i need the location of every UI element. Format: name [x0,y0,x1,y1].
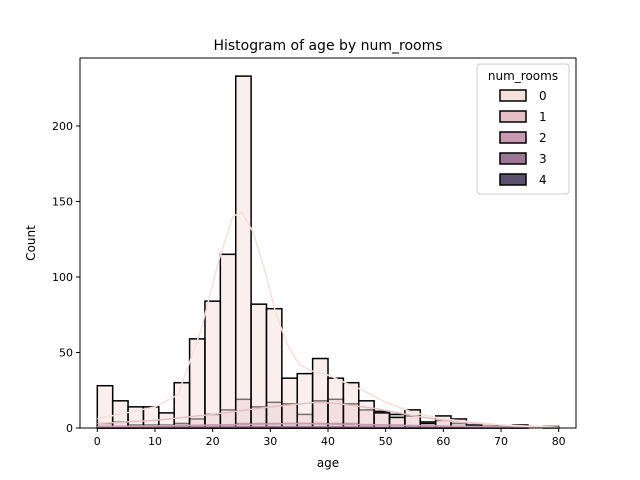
legend-swatch-1 [499,110,527,123]
bar [188,338,206,429]
kde-curve-0 [97,211,559,428]
legend-label-3: 3 [539,152,547,166]
x-tick-label: 0 [94,435,101,448]
legend-swatch-2 [499,131,527,144]
legend-swatch-4 [499,173,527,186]
x-tick-label: 70 [494,435,508,448]
bar [234,75,252,429]
series-0-bars [96,75,560,429]
bar [219,253,237,429]
x-tick-label: 10 [148,435,162,448]
bar [388,416,406,429]
y-axis-label: Count [24,225,38,261]
legend-swatch-0 [499,89,527,102]
legend-swatch-3 [499,152,527,165]
bar [311,357,329,429]
legend: num_rooms 0 1 2 3 4 [476,63,570,195]
kde-curve-2 [97,422,559,429]
legend-title: num_rooms [488,69,558,83]
x-tick-label: 20 [206,435,220,448]
x-tick-label: 60 [436,435,450,448]
legend-label-1: 1 [539,110,547,124]
y-tick-label: 0 [66,422,73,435]
legend-label-4: 4 [539,173,547,187]
y-tick-label: 100 [52,271,73,284]
legend-label-2: 2 [539,131,547,145]
x-axis: 0 10 20 30 40 50 60 70 80 [94,428,566,448]
bar [142,406,160,429]
y-tick-label: 200 [52,120,73,133]
x-axis-label: age [317,456,339,470]
x-tick-label: 40 [321,435,335,448]
x-tick-label: 50 [379,435,393,448]
bar [281,377,298,429]
chart-title: Histogram of age by num_rooms [213,38,442,54]
legend-label-0: 0 [539,89,547,103]
bar [296,372,314,429]
y-tick-label: 50 [59,346,73,359]
bar [265,307,283,429]
kde-curve-1 [97,401,559,428]
y-tick-label: 150 [52,195,73,208]
bar [204,300,222,429]
x-tick-label: 30 [263,435,277,448]
bar [173,381,191,429]
x-tick-label: 80 [552,435,566,448]
y-axis: 0 50 100 150 200 [52,120,80,435]
bar [96,384,114,429]
